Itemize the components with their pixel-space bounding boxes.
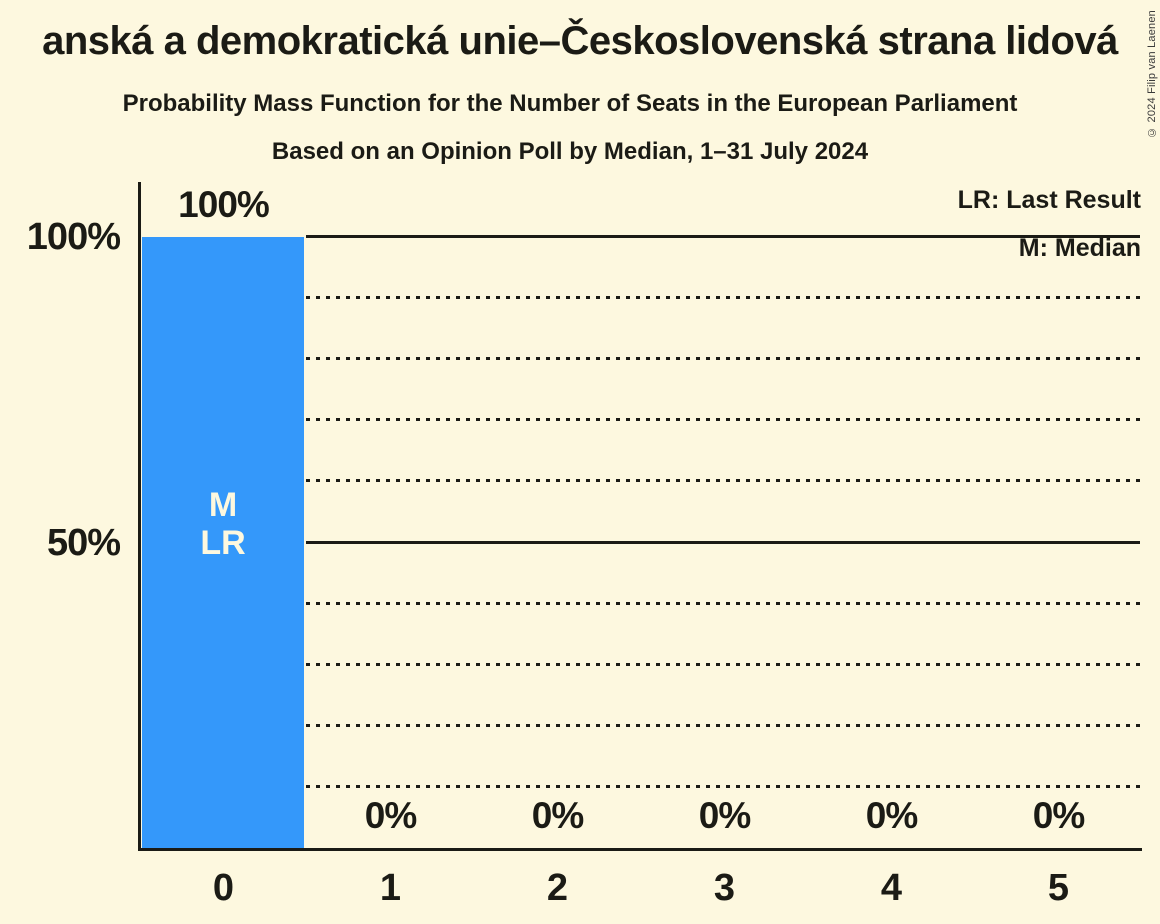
- gridline-solid-100: [306, 235, 1140, 238]
- legend-median: M: Median: [1018, 234, 1141, 262]
- legend-last-result: LR: Last Result: [957, 186, 1141, 214]
- gridline-dotted-10: [306, 784, 1140, 788]
- chart-subtitle: Probability Mass Function for the Number…: [122, 90, 1018, 117]
- x-axis-label-seats-2: 2: [546, 867, 569, 909]
- gridline-solid-50: [306, 540, 1140, 544]
- value-label-seats-2: 0%: [531, 795, 584, 836]
- value-label-seats-1: 0%: [364, 795, 417, 836]
- gridline-dotted-90: [306, 296, 1140, 300]
- value-label-seats-4: 0%: [865, 795, 918, 836]
- x-axis-line: [138, 848, 1142, 851]
- bar-annotation-m-lr: M LR: [200, 485, 246, 562]
- x-axis-label-seats-3: 3: [713, 867, 736, 909]
- x-axis-label-seats-1: 1: [379, 867, 402, 909]
- bar-seats-0: [142, 237, 304, 848]
- value-label-seats-0: 100%: [178, 184, 270, 225]
- gridline-dotted-20: [306, 723, 1140, 727]
- gridline-dotted-80: [306, 357, 1140, 361]
- x-axis-label-seats-5: 5: [1047, 867, 1070, 909]
- value-label-seats-5: 0%: [1032, 795, 1085, 836]
- x-axis-label-seats-0: 0: [212, 867, 235, 909]
- chart-title: anská a demokratická unie–Československá…: [42, 19, 1118, 63]
- y-axis-label-50: 50%: [46, 521, 121, 564]
- y-axis-line: [138, 182, 141, 851]
- copyright-notice: © 2024 Filip van Laenen: [1146, 10, 1158, 138]
- gridline-dotted-60: [306, 479, 1140, 483]
- value-label-seats-3: 0%: [698, 795, 751, 836]
- chart-poll-source: Based on an Opinion Poll by Median, 1–31…: [271, 138, 869, 165]
- gridline-dotted-70: [306, 418, 1140, 422]
- x-axis-label-seats-4: 4: [880, 867, 903, 909]
- y-axis-label-100: 100%: [26, 216, 121, 258]
- gridline-dotted-40: [306, 601, 1140, 605]
- gridline-dotted-30: [306, 662, 1140, 666]
